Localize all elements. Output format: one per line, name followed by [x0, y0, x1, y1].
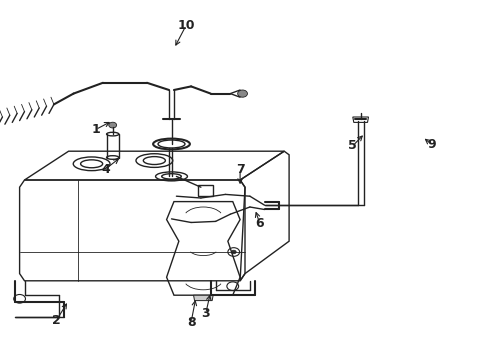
Text: 7: 7: [236, 163, 245, 176]
Text: 10: 10: [177, 19, 195, 32]
Text: 4: 4: [101, 163, 110, 176]
Text: 5: 5: [348, 139, 357, 152]
Text: 1: 1: [91, 123, 100, 136]
Circle shape: [109, 122, 117, 128]
Polygon shape: [194, 295, 213, 301]
Text: 6: 6: [255, 217, 264, 230]
Text: 8: 8: [187, 316, 196, 329]
Circle shape: [231, 250, 236, 254]
Circle shape: [238, 90, 247, 97]
Text: 3: 3: [201, 307, 210, 320]
Text: 2: 2: [52, 314, 61, 327]
Text: 9: 9: [427, 138, 436, 150]
